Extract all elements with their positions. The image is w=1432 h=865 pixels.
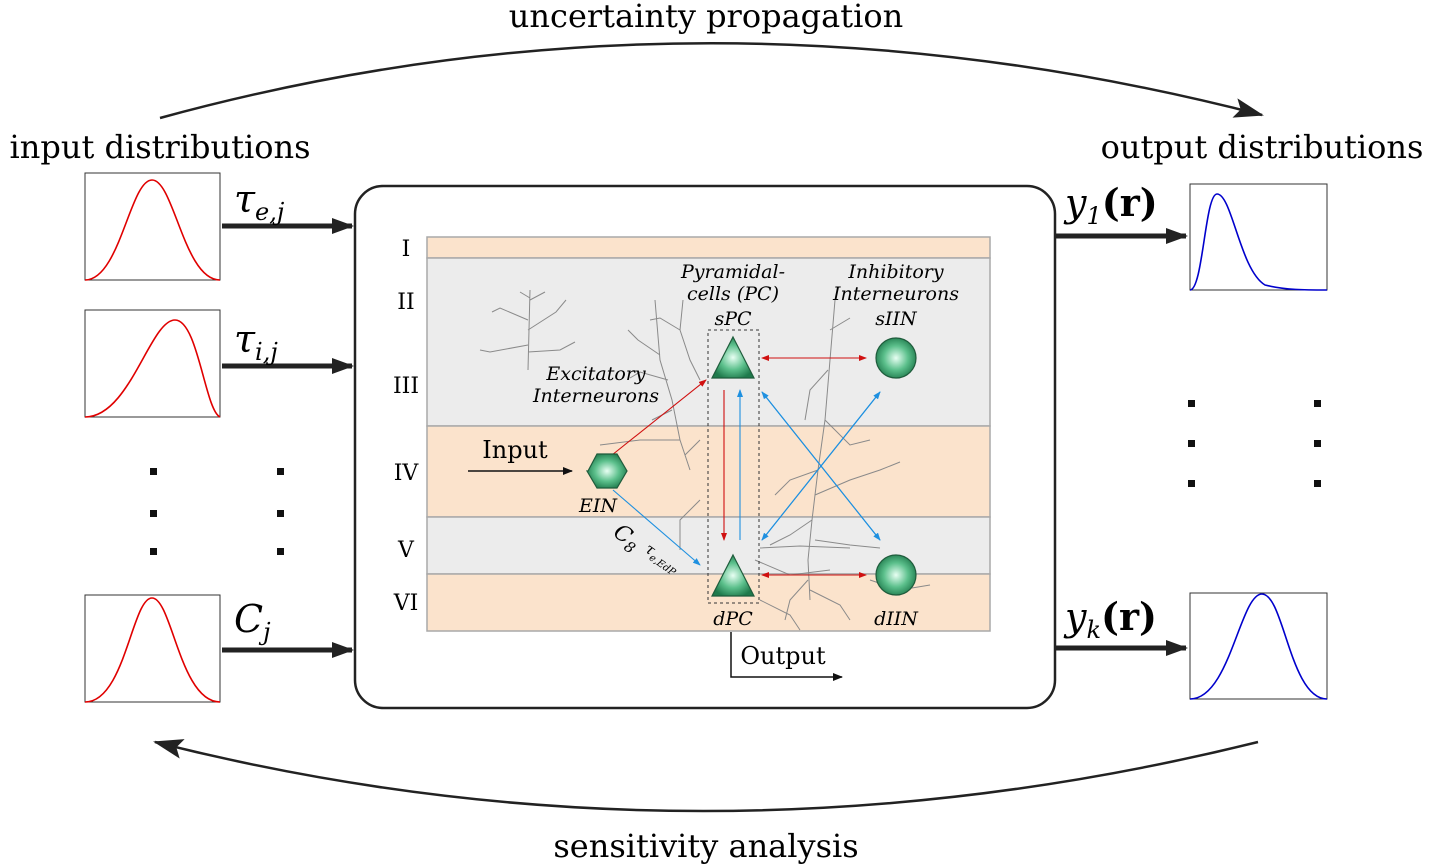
inhibitory-label: Inhibitory Interneurons	[832, 261, 959, 305]
layer-label-1: I	[402, 237, 411, 262]
layer-label-2: II	[397, 290, 414, 315]
output-header: output distributions	[1101, 128, 1424, 166]
excitatory-label: Excitatory Interneurons	[532, 363, 659, 407]
layer-label-3: III	[393, 374, 419, 399]
dpc-cell	[711, 553, 755, 597]
input-plot-1	[84, 172, 221, 281]
output-plot-1	[1189, 183, 1328, 291]
sensitivity-analysis-arrow	[153, 739, 1259, 813]
ein-to-dpc	[612, 489, 701, 566]
model-output-label: Output	[740, 642, 826, 670]
pyramidal-label: Pyramidal-cells (PC)	[680, 261, 785, 305]
ein-cell	[585, 453, 628, 489]
input-ellipsis	[150, 468, 284, 555]
model-input-label: Input	[482, 436, 548, 464]
output-symbol-1: y1(r)	[1063, 180, 1158, 230]
input-header: input distributions	[10, 128, 311, 166]
dpc-label: dPC	[713, 608, 753, 630]
spc-label: sPC	[714, 308, 752, 330]
pc-column-box	[707, 329, 760, 604]
connections	[611, 355, 881, 578]
output-symbol-2: yk(r)	[1063, 594, 1157, 644]
model-output-arrow	[730, 632, 843, 681]
input-symbol-1: τe,j	[234, 177, 285, 226]
input-symbol-3: Cj	[234, 597, 271, 646]
input-plot-3	[84, 594, 221, 703]
ein-label: EIN	[578, 495, 618, 517]
input-plot-2	[84, 309, 221, 418]
bottom-label: sensitivity analysis	[553, 827, 858, 865]
diin-cell	[875, 554, 917, 596]
siin-cell	[875, 337, 917, 379]
layer-label-4: IV	[394, 461, 420, 486]
input-curve-2	[84, 319, 221, 418]
diin-label: dIIN	[874, 608, 919, 630]
output-curve-1	[1189, 193, 1328, 291]
siin-to-dpc-back	[761, 391, 881, 541]
ein-to-spc	[611, 379, 707, 456]
input-symbol-2: τi,j	[234, 317, 278, 366]
spc-cell	[711, 335, 755, 379]
input-curve-1	[84, 179, 221, 281]
layer-label-5: V	[397, 538, 415, 563]
top-label: uncertainty propagation	[509, 0, 903, 35]
uncertainty-propagation-arrow	[159, 42, 1264, 120]
output-curve-2	[1189, 593, 1328, 700]
siin-label: sIIN	[875, 308, 918, 330]
layer-label-6: VI	[393, 591, 419, 616]
input-curve-3	[84, 597, 221, 703]
output-plot-2	[1189, 592, 1328, 700]
output-ellipsis	[1188, 400, 1321, 487]
